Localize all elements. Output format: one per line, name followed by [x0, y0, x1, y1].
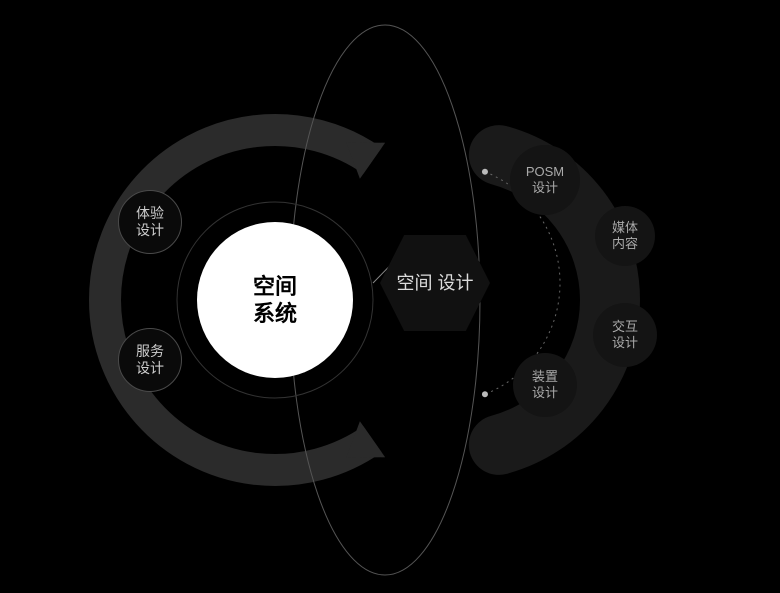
center-node: 空间 系统: [197, 222, 353, 378]
node-install-design: 装置 设计: [513, 353, 577, 417]
center-label: 空间 系统: [253, 273, 297, 328]
node-label: POSM 设计: [526, 164, 564, 197]
node-interaction-design: 交互 设计: [593, 303, 657, 367]
node-label: 服务 设计: [136, 343, 164, 378]
node-service-design: 服务 设计: [118, 328, 182, 392]
node-posm-design: POSM 设计: [510, 145, 580, 215]
node-label: 体验 设计: [136, 205, 164, 240]
node-label: 交互 设计: [612, 319, 638, 352]
node-media-content: 媒体 内容: [595, 206, 655, 266]
diagram-canvas: 空间 系统 体验 设计 服务 设计 空间 设计 POSM 设计 媒体 内容 交互…: [0, 0, 780, 593]
node-experience-design: 体验 设计: [118, 190, 182, 254]
node-label: 媒体 内容: [612, 220, 638, 253]
node-label: 装置 设计: [532, 369, 558, 402]
node-label: 空间 设计: [396, 272, 473, 295]
